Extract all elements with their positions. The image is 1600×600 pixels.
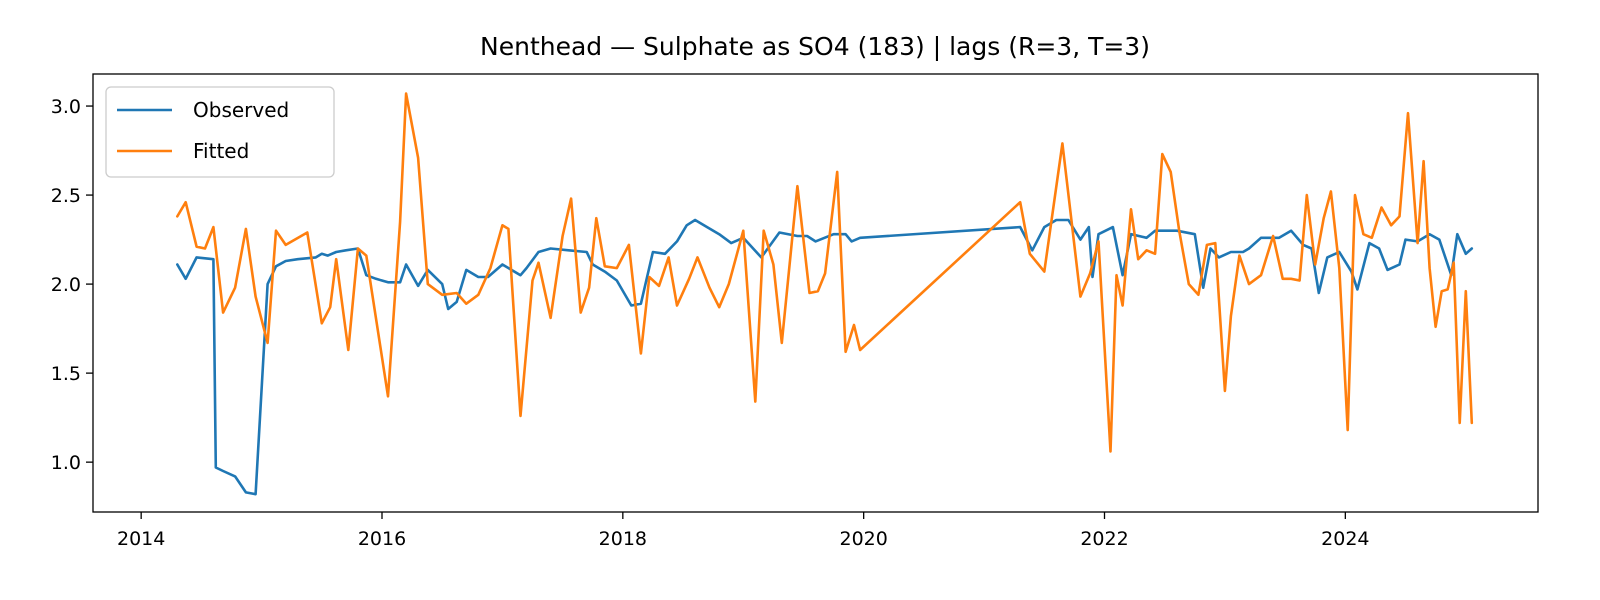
legend-label-observed: Observed [193, 98, 289, 122]
x-axis: 2014 2016 2018 2020 2022 2024 [117, 512, 1370, 550]
y-tick-label: 2.0 [51, 274, 81, 296]
plot-area [92, 73, 1539, 513]
y-tick-label: 2.5 [51, 185, 81, 207]
chart-title: Nenthead — Sulphate as SO4 (183) | lags … [480, 32, 1150, 61]
x-tick-label: 2016 [358, 528, 406, 550]
y-tick-label: 3.0 [51, 96, 81, 118]
x-tick-label: 2022 [1080, 528, 1128, 550]
y-tick-label: 1.5 [51, 363, 81, 385]
plot-frame [92, 73, 1539, 513]
series-layer [176, 92, 1474, 496]
series-line-fitted [176, 92, 1474, 453]
x-tick-label: 2014 [117, 528, 165, 550]
legend-label-fitted: Fitted [193, 139, 249, 163]
y-tick-label: 1.0 [51, 452, 81, 474]
x-tick-label: 2024 [1321, 528, 1369, 550]
x-tick-label: 2018 [599, 528, 647, 550]
legend: Observed Fitted [105, 86, 335, 178]
x-tick-label: 2020 [839, 528, 887, 550]
y-axis: 1.0 1.5 2.0 2.5 3.0 [51, 96, 93, 474]
